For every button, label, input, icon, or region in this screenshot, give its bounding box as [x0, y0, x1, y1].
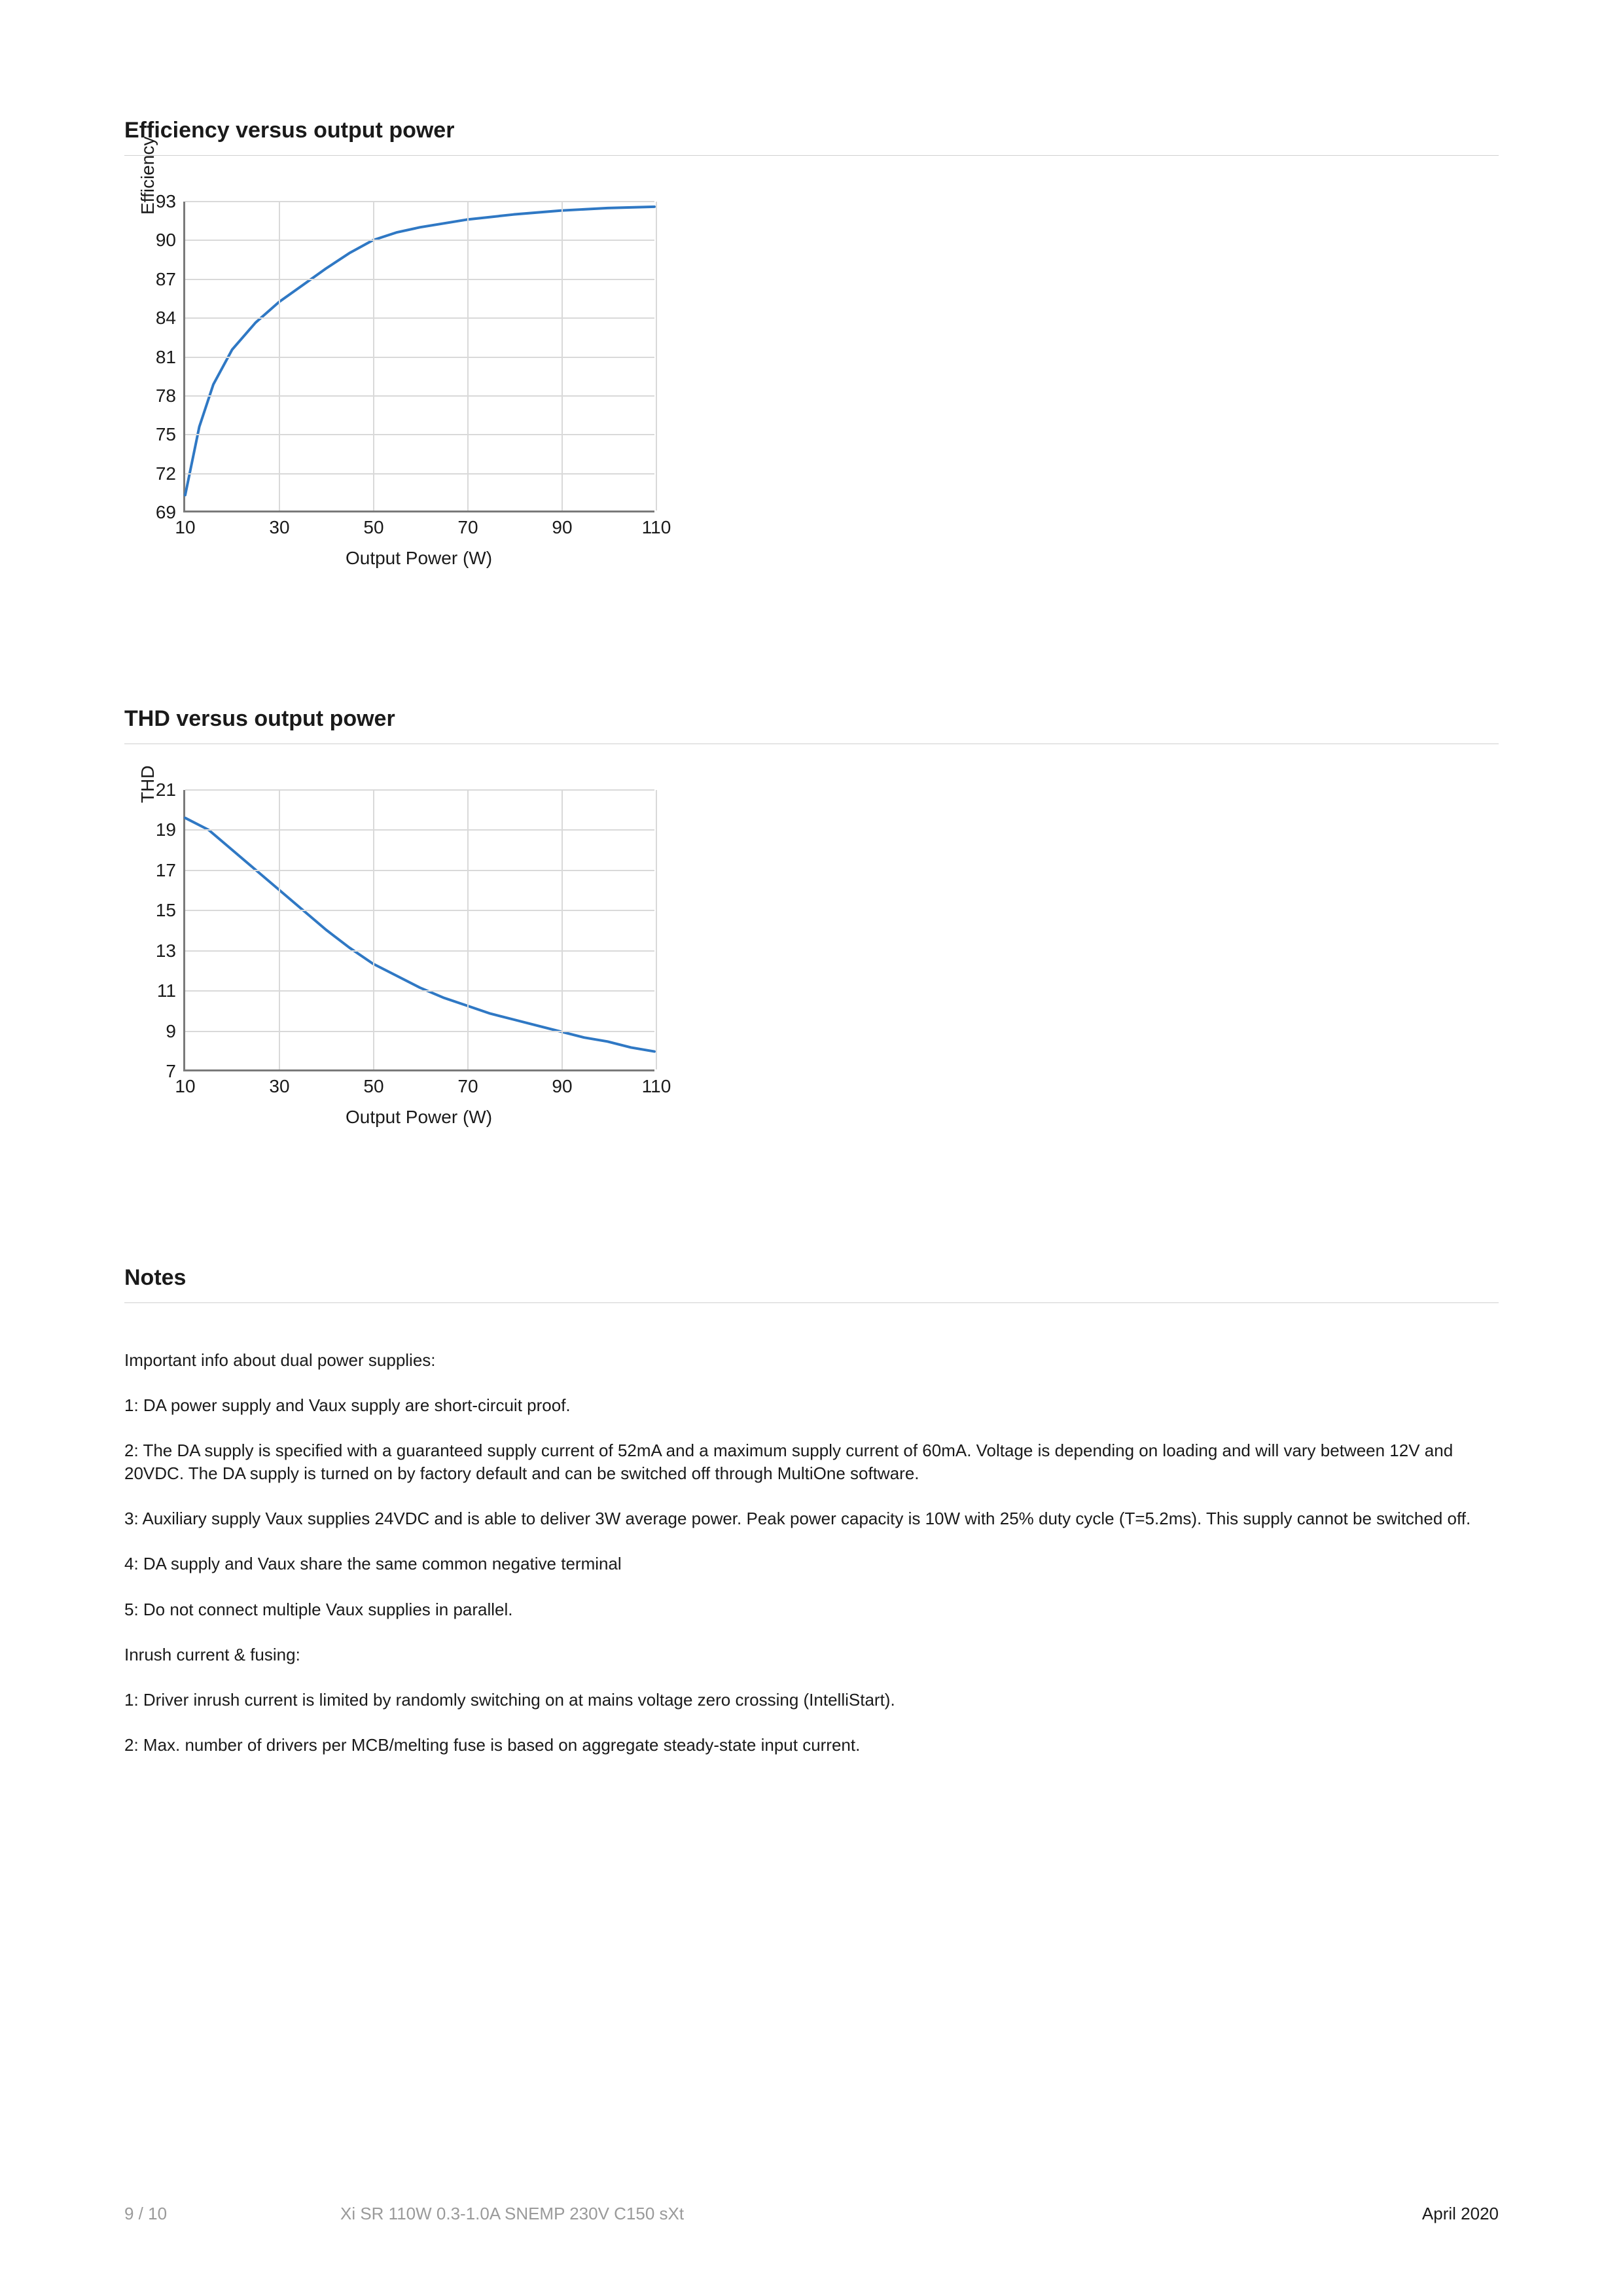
footer-date: April 2020 — [1422, 2204, 1499, 2224]
xtick-label: 110 — [642, 511, 671, 538]
efficiency-chart-wrap: Efficiency 69727578818487909310305070901… — [183, 202, 1499, 569]
ytick-label: 15 — [156, 900, 185, 921]
thd-plot-area: 791113151719211030507090110 — [183, 790, 654, 1071]
gridline-v — [279, 790, 280, 1069]
notes-paragraph: 2: Max. number of drivers per MCB/meltin… — [124, 1734, 1499, 1757]
ytick-label: 93 — [156, 191, 185, 212]
gridline-h — [185, 870, 654, 871]
notes-paragraph: 5: Do not connect multiple Vaux supplies… — [124, 1598, 1499, 1621]
xtick-label: 50 — [363, 1069, 383, 1097]
section-title-efficiency: Efficiency versus output power — [124, 118, 1499, 156]
ytick-label: 21 — [156, 780, 185, 800]
gridline-h — [185, 473, 654, 475]
xtick-label: 70 — [457, 511, 478, 538]
gridline-v — [467, 202, 469, 511]
ytick-label: 75 — [156, 424, 185, 445]
gridline-h — [185, 950, 654, 952]
xtick-label: 30 — [269, 1069, 289, 1097]
gridline-h — [185, 279, 654, 280]
thd-chart: THD 791113151719211030507090110 Output P… — [183, 790, 1499, 1128]
ytick-label: 87 — [156, 269, 185, 290]
xtick-label: 30 — [269, 511, 289, 538]
ytick-label: 90 — [156, 230, 185, 251]
gridline-v — [656, 790, 657, 1069]
ytick-label: 19 — [156, 819, 185, 840]
gridline-v — [373, 790, 374, 1069]
notes-paragraph: Important info about dual power supplies… — [124, 1349, 1499, 1372]
section-title-notes: Notes — [124, 1265, 1499, 1303]
footer-page: 9 / 10 — [124, 2204, 340, 2224]
chart-line — [185, 818, 654, 1052]
thd-chart-wrap: THD 791113151719211030507090110 Output P… — [183, 790, 1499, 1128]
gridline-h — [185, 357, 654, 358]
gridline-h — [185, 829, 654, 831]
xtick-label: 90 — [552, 511, 572, 538]
thd-xlabel: Output Power (W) — [183, 1107, 654, 1128]
gridline-h — [185, 434, 654, 435]
notes-paragraph: Inrush current & fusing: — [124, 1643, 1499, 1666]
ytick-label: 81 — [156, 347, 185, 368]
gridline-h — [185, 317, 654, 319]
chart-line — [185, 207, 654, 495]
footer-product: Xi SR 110W 0.3-1.0A SNEMP 230V C150 sXt — [340, 2204, 1422, 2224]
page-footer: 9 / 10 Xi SR 110W 0.3-1.0A SNEMP 230V C1… — [124, 2204, 1499, 2224]
gridline-v — [279, 202, 280, 511]
xtick-label: 10 — [175, 1069, 195, 1097]
efficiency-xlabel: Output Power (W) — [183, 548, 654, 569]
notes-body: Important info about dual power supplies… — [124, 1349, 1499, 1757]
notes-paragraph: 1: Driver inrush current is limited by r… — [124, 1689, 1499, 1712]
efficiency-chart: Efficiency 69727578818487909310305070901… — [183, 202, 1499, 569]
gridline-h — [185, 395, 654, 397]
gridline-v — [373, 202, 374, 511]
xtick-label: 110 — [642, 1069, 671, 1097]
gridline-v — [656, 202, 657, 511]
gridline-v — [562, 790, 563, 1069]
xtick-label: 10 — [175, 511, 195, 538]
ytick-label: 72 — [156, 463, 185, 484]
xtick-label: 50 — [363, 511, 383, 538]
xtick-label: 70 — [457, 1069, 478, 1097]
gridline-h — [185, 240, 654, 241]
efficiency-plot-area: 6972757881848790931030507090110 — [183, 202, 654, 512]
gridline-h — [185, 789, 654, 791]
gridline-h — [185, 910, 654, 911]
ytick-label: 9 — [166, 1021, 185, 1042]
notes-paragraph: 2: The DA supply is specified with a gua… — [124, 1439, 1499, 1485]
notes-paragraph: 1: DA power supply and Vaux supply are s… — [124, 1394, 1499, 1417]
ytick-label: 78 — [156, 386, 185, 406]
gridline-h — [185, 201, 654, 202]
gridline-v — [467, 790, 469, 1069]
gridline-v — [562, 202, 563, 511]
ytick-label: 17 — [156, 860, 185, 881]
ytick-label: 84 — [156, 308, 185, 329]
xtick-label: 90 — [552, 1069, 572, 1097]
ytick-label: 11 — [157, 980, 185, 1001]
ytick-label: 13 — [156, 941, 185, 961]
gridline-h — [185, 990, 654, 992]
notes-paragraph: 4: DA supply and Vaux share the same com… — [124, 1552, 1499, 1575]
notes-paragraph: 3: Auxiliary supply Vaux supplies 24VDC … — [124, 1507, 1499, 1530]
section-title-thd: THD versus output power — [124, 706, 1499, 744]
gridline-h — [185, 1031, 654, 1032]
thd-series — [185, 790, 654, 1069]
